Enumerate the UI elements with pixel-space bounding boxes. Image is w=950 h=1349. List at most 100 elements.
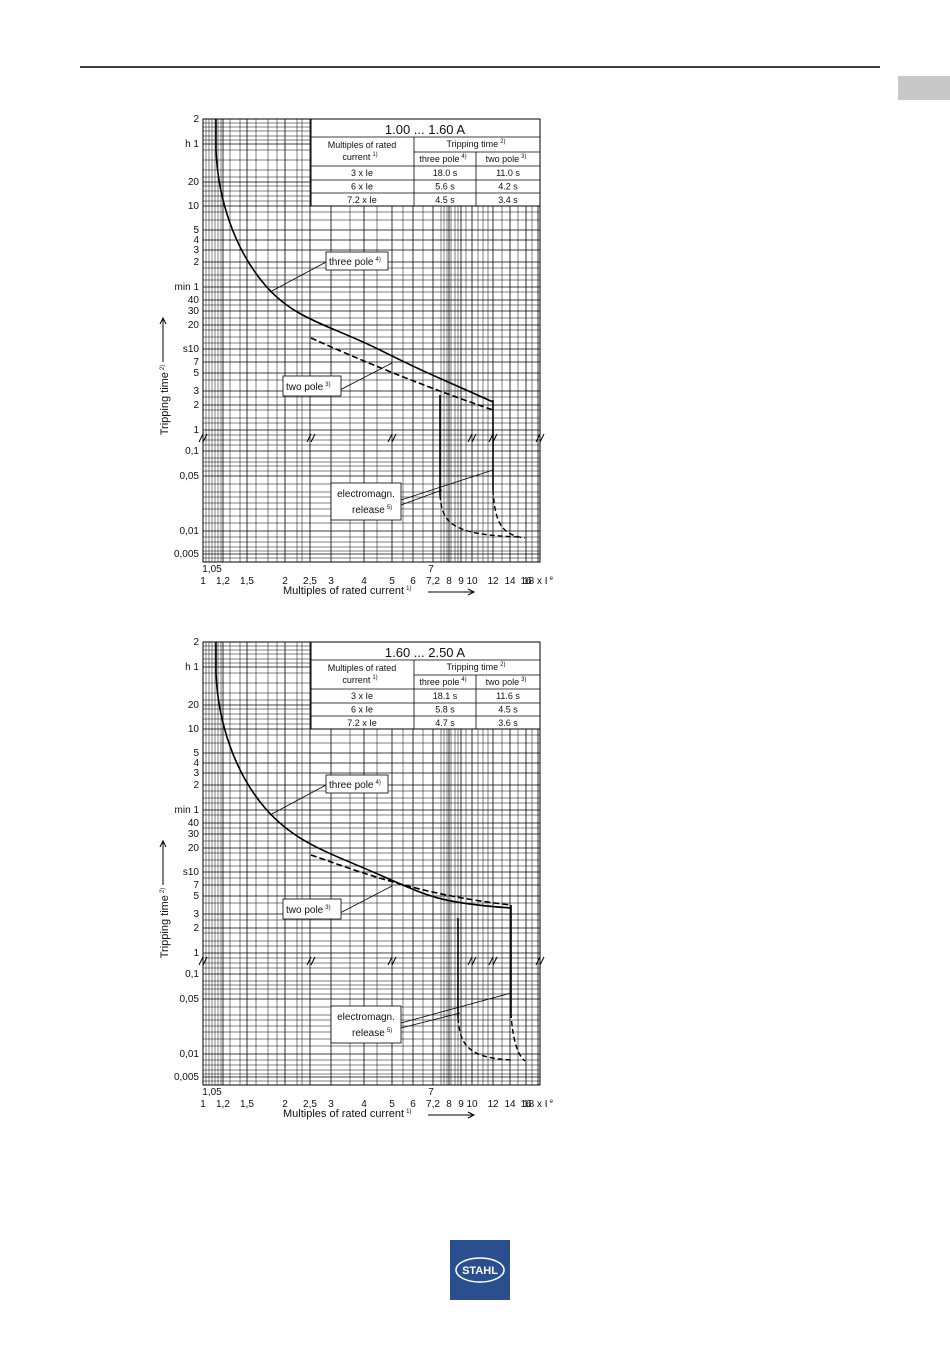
table-head: Multiples of rated (328, 140, 397, 150)
table-cell: 5.8 s (435, 705, 455, 715)
logo-box (450, 1240, 510, 1300)
table-head-main: current (342, 152, 371, 162)
leader (269, 261, 494, 506)
axis-break (306, 956, 316, 966)
x-tick-label-main: 9 (458, 1099, 464, 1110)
x-axis-title-main: Multiples of rated current (283, 1108, 404, 1120)
y-tick-label: h 1 (185, 662, 199, 673)
table-head-main: three pole (419, 677, 459, 687)
x-tick-label: 1,5 (240, 1099, 254, 1110)
x-extra-label-main: 7 (428, 564, 434, 575)
axis-break (198, 433, 208, 443)
y-tick-label: 0,1 (185, 969, 199, 980)
table-title: 1.00 ... 1.60 A (385, 122, 466, 137)
x-tick-label-main: 16 (520, 576, 532, 587)
x-tick-label: 10 (466, 1099, 478, 1110)
label-main: three pole (329, 257, 374, 268)
x-tick-label-main: 10 (466, 1099, 478, 1110)
x-tick-label: 2 (282, 1099, 288, 1110)
table-title-main: 1.60 ... 2.50 A (385, 645, 466, 660)
y-tick-label: 2 (193, 637, 199, 648)
table-bg (310, 118, 541, 207)
x-tick-label: 1,2 (216, 576, 230, 587)
x-tick-label: 14 (504, 576, 516, 587)
table-cell-main: 6 x Ie (351, 182, 373, 192)
x-tick-label: 4 (361, 1099, 367, 1110)
y-tick-label: 3 (193, 909, 199, 920)
y-axis-title-sup: 2) (160, 888, 166, 893)
x-tick-label: 9 (458, 1099, 464, 1110)
table-cell: 11.0 s (496, 168, 520, 178)
x-tick-label: 7,2 (426, 1099, 440, 1110)
table-cell-main: 6 x Ie (351, 705, 373, 715)
x-tick-label-main: 2 (282, 1099, 288, 1110)
x-axis-title: Multiples of rated current 1) (283, 585, 411, 597)
y-axis-title-main: Tripping time (159, 372, 171, 435)
table-cell: 3 x Ie (351, 691, 373, 701)
y-tick-label-main: 0,1 (185, 969, 199, 980)
y-tick-label-main: 30 (188, 829, 200, 840)
x-extra-label: 7 (428, 1087, 434, 1098)
y-tick-label-main: 4 (193, 758, 199, 769)
table-cell: 18.1 s (433, 691, 458, 701)
y-tick-label-main: 2 (193, 923, 199, 934)
table-cell-main: 5.8 s (435, 705, 455, 715)
y-axis-title-sup: 2) (160, 365, 166, 370)
table-cell: 6 x Ie (351, 705, 373, 715)
table-cell-main: 18.0 s (433, 168, 458, 178)
em-tail (457, 1017, 513, 1061)
table-cell: 3.4 s (498, 195, 518, 205)
x-tick-label-main: 10 (466, 576, 478, 587)
y-tick-label: 20 (188, 320, 200, 331)
table-head: Multiples of rated (328, 663, 397, 673)
table-cell-main: 18.1 s (433, 691, 458, 701)
label-box (330, 482, 402, 521)
x-tick-label-main: 14 (504, 576, 516, 587)
table-head-sup: 1) (372, 675, 377, 681)
table-cell: 11.6 s (496, 691, 520, 701)
table-head: current 1) (342, 152, 377, 162)
x-extra-label: 1,05 (202, 564, 222, 575)
y-tick-label: 30 (188, 829, 200, 840)
x-tick-label-main: 16 (520, 1099, 532, 1110)
label-main: electromagn. (337, 489, 395, 500)
table-head-main: two pole (486, 677, 520, 687)
y-tick-label-main: h 1 (185, 139, 199, 150)
label-sup: 5) (387, 1028, 392, 1034)
table-head-main: Tripping time (446, 662, 498, 672)
axis-break (535, 956, 545, 966)
y-tick-label-main: 0,005 (174, 549, 199, 560)
table-cell: 4.5 s (435, 195, 455, 205)
y-tick-label-main: 2 (193, 114, 199, 125)
x-arrow (428, 588, 476, 596)
label-box (325, 774, 389, 794)
table-cell: 7.2 x Ie (347, 195, 377, 205)
y-tick-label: 0,05 (180, 994, 200, 1005)
table-cell: 3 x Ie (351, 168, 373, 178)
y-tick-label-main: 20 (188, 700, 200, 711)
y-tick-label: 40 (188, 295, 200, 306)
label-main: release (352, 1028, 385, 1039)
table-cell-main: 11.0 s (496, 168, 520, 178)
axis-break (488, 956, 498, 966)
table-cell-main: 11.6 s (496, 691, 520, 701)
x-tick-label-main: 2,5 (303, 1099, 317, 1110)
table-head: Tripping time 2) (446, 139, 505, 149)
x-tick-label-main: 4 (361, 576, 367, 587)
y-tick-label-main: 20 (188, 177, 200, 188)
table-head-sup: 2) (500, 139, 505, 145)
label-box (325, 251, 389, 271)
x-tick-label: 2,5 (303, 576, 317, 587)
table-head-sup: 3) (521, 677, 526, 683)
logo-oval (455, 1257, 505, 1283)
curve-two-pole (310, 337, 494, 411)
x-tick-label-main: 14 (504, 1099, 516, 1110)
y-tick-label: 2 (193, 400, 199, 411)
table-cell: 18.0 s (433, 168, 458, 178)
y-arrow (159, 839, 167, 885)
y-tick-label-main: h 1 (185, 662, 199, 673)
y-tick-label-main: 1 (193, 425, 199, 436)
y-tick-label: 20 (188, 177, 200, 188)
y-axis-title: Tripping time 2) (159, 888, 171, 959)
x-tick-label-main: 7,2 (426, 1099, 440, 1110)
